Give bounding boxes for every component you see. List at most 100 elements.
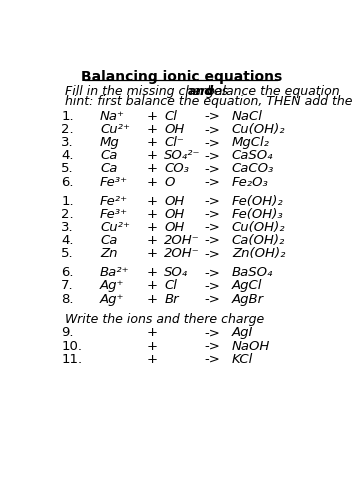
Text: Na⁺: Na⁺ [100, 110, 125, 123]
Text: ->: -> [205, 340, 221, 352]
Text: MgCl₂: MgCl₂ [232, 136, 270, 149]
Text: ->: -> [205, 266, 221, 280]
Text: Fe³⁺: Fe³⁺ [100, 208, 128, 221]
Text: 1.: 1. [61, 110, 74, 123]
Text: +: + [147, 208, 158, 221]
Text: NaOH: NaOH [232, 340, 270, 352]
Text: AgBr: AgBr [232, 292, 264, 306]
Text: ->: -> [205, 176, 221, 188]
Text: +: + [147, 280, 158, 292]
Text: +: + [147, 136, 158, 149]
Text: 3.: 3. [61, 136, 74, 149]
Text: Ag⁺: Ag⁺ [100, 292, 125, 306]
Text: Zn(OH)₂: Zn(OH)₂ [232, 247, 285, 260]
Text: +: + [147, 123, 158, 136]
Text: 10.: 10. [61, 340, 82, 352]
Text: 1.: 1. [61, 194, 74, 208]
Text: Cl⁻: Cl⁻ [164, 136, 184, 149]
Text: 7.: 7. [61, 280, 74, 292]
Text: Ba²⁺: Ba²⁺ [100, 266, 130, 280]
Text: Ca: Ca [100, 162, 118, 175]
Text: CaSO₄: CaSO₄ [232, 150, 273, 162]
Text: OH: OH [164, 208, 185, 221]
Text: +: + [147, 340, 158, 352]
Text: Br: Br [164, 292, 179, 306]
Text: +: + [147, 234, 158, 247]
Text: +: + [147, 150, 158, 162]
Text: 2.: 2. [61, 208, 74, 221]
Text: OH: OH [164, 221, 185, 234]
Text: and: and [188, 84, 214, 98]
Text: Fe³⁺: Fe³⁺ [100, 176, 128, 188]
Text: +: + [147, 162, 158, 175]
Text: +: + [147, 352, 158, 366]
Text: ->: -> [205, 150, 221, 162]
Text: O: O [164, 176, 175, 188]
Text: ->: -> [205, 352, 221, 366]
Text: ->: -> [205, 136, 221, 149]
Text: 4.: 4. [61, 150, 74, 162]
Text: 4.: 4. [61, 234, 74, 247]
Text: ->: -> [205, 123, 221, 136]
Text: 11.: 11. [61, 352, 82, 366]
Text: 5.: 5. [61, 247, 74, 260]
Text: ->: -> [205, 234, 221, 247]
Text: Fe₂O₃: Fe₂O₃ [232, 176, 269, 188]
Text: 9.: 9. [61, 326, 74, 340]
Text: Fe(OH)₂: Fe(OH)₂ [232, 194, 284, 208]
Text: Ca: Ca [100, 150, 118, 162]
Text: +: + [147, 266, 158, 280]
Text: 8.: 8. [61, 292, 74, 306]
Text: 3.: 3. [61, 221, 74, 234]
Text: ->: -> [205, 162, 221, 175]
Text: Cu(OH)₂: Cu(OH)₂ [232, 123, 285, 136]
Text: Mg: Mg [100, 136, 120, 149]
Text: Fe(OH)₃: Fe(OH)₃ [232, 208, 284, 221]
Text: Cu²⁺: Cu²⁺ [100, 123, 130, 136]
Text: ->: -> [205, 221, 221, 234]
Text: KCl: KCl [232, 352, 253, 366]
Text: +: + [147, 292, 158, 306]
Text: +: + [147, 176, 158, 188]
Text: Cu²⁺: Cu²⁺ [100, 221, 130, 234]
Text: +: + [147, 221, 158, 234]
Text: SO₄²⁻: SO₄²⁻ [164, 150, 201, 162]
Text: CaCO₃: CaCO₃ [232, 162, 274, 175]
Text: BaSO₄: BaSO₄ [232, 266, 273, 280]
Text: 2OH⁻: 2OH⁻ [164, 247, 200, 260]
Text: Ca: Ca [100, 234, 118, 247]
Text: ->: -> [205, 110, 221, 123]
Text: ->: -> [205, 247, 221, 260]
Text: 5.: 5. [61, 162, 74, 175]
Text: OH: OH [164, 123, 185, 136]
Text: SO₄: SO₄ [164, 266, 188, 280]
Text: AgCl: AgCl [232, 280, 262, 292]
Text: hint: first balance the equation, THEN add the charges: hint: first balance the equation, THEN a… [65, 94, 354, 108]
Text: ->: -> [205, 326, 221, 340]
Text: +: + [147, 326, 158, 340]
Text: Cl: Cl [164, 280, 177, 292]
Text: +: + [147, 247, 158, 260]
Text: OH: OH [164, 194, 185, 208]
Text: +: + [147, 110, 158, 123]
Text: Fe²⁺: Fe²⁺ [100, 194, 128, 208]
Text: balance the equation: balance the equation [203, 84, 340, 98]
Text: AgI: AgI [232, 326, 253, 340]
Text: Write the ions and there charge: Write the ions and there charge [65, 314, 264, 326]
Text: 2OH⁻: 2OH⁻ [164, 234, 200, 247]
Text: Cu(OH)₂: Cu(OH)₂ [232, 221, 285, 234]
Text: Ag⁺: Ag⁺ [100, 280, 125, 292]
Text: Ca(OH)₂: Ca(OH)₂ [232, 234, 285, 247]
Text: Cl: Cl [164, 110, 177, 123]
Text: Balancing ionic equations: Balancing ionic equations [81, 70, 282, 84]
Text: ->: -> [205, 208, 221, 221]
Text: 2.: 2. [61, 123, 74, 136]
Text: NaCl: NaCl [232, 110, 263, 123]
Text: ->: -> [205, 194, 221, 208]
Text: Zn: Zn [100, 247, 118, 260]
Text: +: + [147, 194, 158, 208]
Text: Fill in the missing charges: Fill in the missing charges [65, 84, 232, 98]
Text: ->: -> [205, 292, 221, 306]
Text: ->: -> [205, 280, 221, 292]
Text: 6.: 6. [61, 176, 74, 188]
